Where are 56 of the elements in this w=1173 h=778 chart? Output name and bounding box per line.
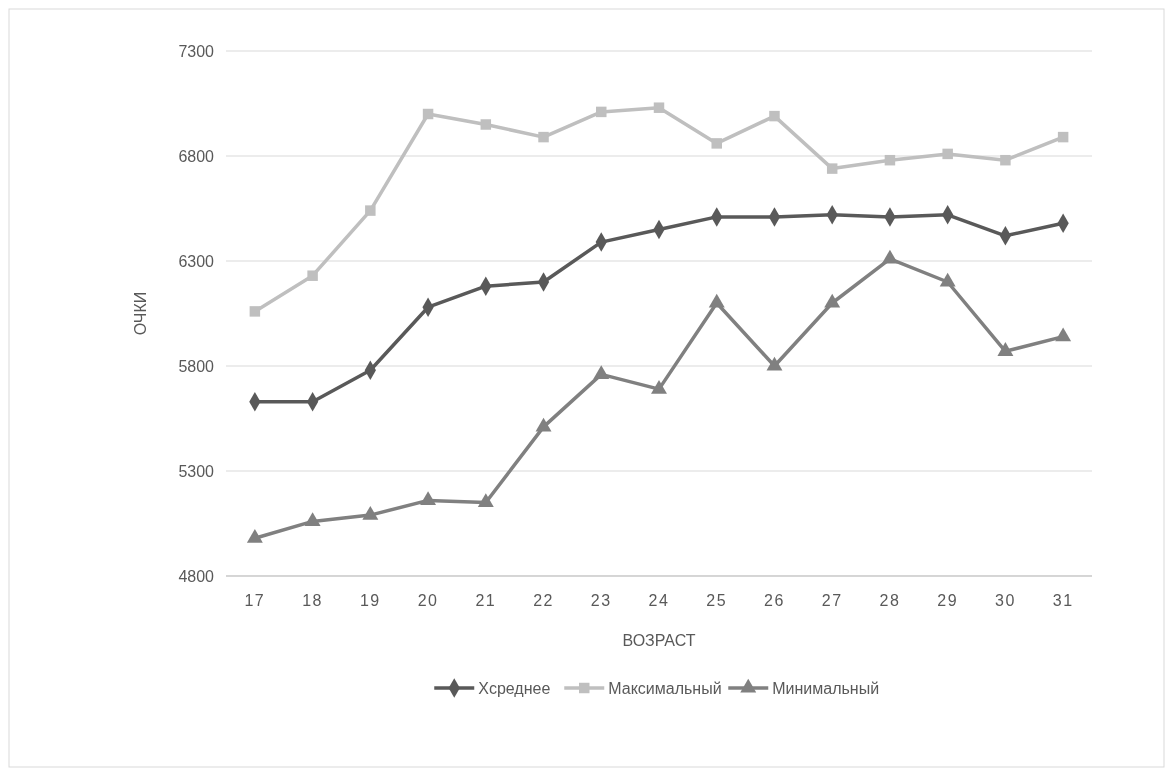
- point: [711, 138, 722, 149]
- x-tick-label: 22: [533, 592, 554, 609]
- point: [480, 119, 492, 130]
- x-tick-label: 31: [1052, 592, 1074, 609]
- point: [246, 529, 263, 543]
- x-tick-label: 18: [302, 592, 323, 609]
- point: [939, 272, 956, 287]
- point: [365, 205, 376, 216]
- x-tick-label: 26: [764, 592, 785, 609]
- point: [708, 293, 725, 308]
- x-tick-label: 17: [244, 592, 266, 609]
- y-tick-label: 6800: [178, 147, 215, 165]
- legend-label: Максимальный: [608, 679, 722, 697]
- point: [1000, 154, 1011, 166]
- point: [766, 356, 783, 371]
- point: [997, 342, 1014, 356]
- point: [362, 505, 379, 520]
- point: [769, 110, 780, 122]
- point: [942, 148, 953, 160]
- point: [653, 102, 665, 113]
- point: [304, 512, 321, 526]
- point: [538, 131, 549, 143]
- x-tick-label: 29: [937, 592, 959, 609]
- legend-label: Хсреднее: [478, 679, 551, 697]
- x-tick-label: 21: [475, 592, 497, 609]
- point: [596, 106, 607, 118]
- x-tick-label: 28: [879, 592, 901, 609]
- point: [420, 491, 437, 505]
- point: [477, 493, 494, 508]
- point: [1057, 131, 1069, 143]
- y-tick-label: 4800: [178, 567, 215, 585]
- y-tick-label: 7300: [178, 42, 215, 60]
- x-tick-label: 30: [995, 592, 1016, 609]
- x-tick-label: 19: [359, 592, 381, 609]
- x-tick-label: 27: [821, 592, 843, 609]
- point: [422, 108, 434, 120]
- point: [249, 306, 261, 317]
- point: [884, 154, 896, 166]
- point: [826, 163, 838, 174]
- x-axis-title: ВОЗРАСТ: [622, 632, 696, 649]
- x-tick-label: 25: [706, 592, 728, 609]
- point: [307, 270, 318, 281]
- point: [593, 365, 610, 379]
- point: [1055, 327, 1072, 342]
- y-axis-title: ОЧКИ: [132, 291, 149, 336]
- y-tick-label: 5800: [178, 357, 215, 375]
- x-tick-label: 20: [417, 592, 439, 609]
- legend-label: Минимальный: [772, 679, 880, 697]
- point: [651, 379, 667, 394]
- point: [881, 249, 898, 264]
- point: [535, 417, 552, 432]
- y-tick-label: 5300: [178, 462, 215, 480]
- y-tick-label: 6300: [178, 252, 215, 270]
- x-tick-label: 24: [648, 592, 670, 609]
- point: [824, 293, 841, 308]
- x-tick-label: 23: [590, 592, 612, 609]
